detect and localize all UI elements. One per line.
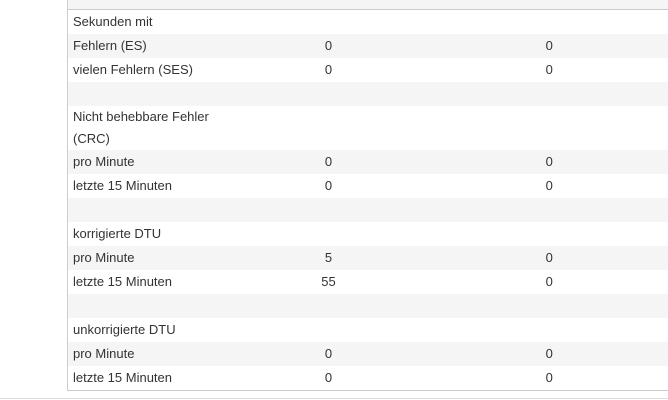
value-other: [420, 318, 668, 342]
divider: [0, 398, 668, 399]
value-current: [237, 106, 421, 150]
row-label: pro Minute: [68, 150, 237, 174]
value-other: 0: [545, 274, 553, 289]
value-current: 0: [236, 150, 421, 174]
table-row: letzte 15 Minuten 55 0: [68, 270, 668, 294]
row-label: [68, 82, 237, 106]
value-current: [236, 82, 421, 106]
spacer-row: [68, 198, 668, 222]
table-row: letzte 15 Minuten 0 0: [68, 366, 668, 390]
table-row: korrigierte DTU: [68, 222, 668, 246]
value-current: [237, 222, 421, 246]
row-label: letzte 15 Minuten: [73, 274, 173, 289]
error-statistics-table: Sekunden mit Fehlern (ES) 0 0 vielen Fehlern…: [68, 10, 668, 390]
table-row: Fehlern (ES) 0 0: [68, 34, 668, 58]
value-other: [420, 198, 668, 222]
value-current: 5: [236, 246, 421, 270]
value-other: 0: [420, 34, 668, 58]
row-label: [68, 198, 237, 222]
value-current: 0: [324, 178, 333, 193]
spacer-row: [68, 294, 668, 318]
value-other: 0: [420, 246, 668, 270]
value-current: 55: [321, 274, 336, 289]
table-row: pro Minute 0 0: [68, 342, 668, 366]
value-other: [420, 106, 668, 150]
value-current: [237, 10, 421, 34]
row-label: letzte 15 Minuten: [73, 178, 173, 193]
table-row: vielen Fehlern (SES) 0 0: [68, 58, 668, 82]
value-other: 0: [545, 62, 553, 77]
statistics-table-container: Sekunden mit Fehlern (ES) 0 0 vielen Fehlern…: [67, 0, 668, 391]
table-row: letzte 15 Minuten 0 0: [68, 174, 668, 198]
row-label: vielen Fehlern (SES): [73, 62, 193, 77]
value-current: 0: [236, 34, 421, 58]
table-row: unkorrigierte DTU: [68, 318, 668, 342]
row-label: Fehlern (ES): [68, 34, 237, 58]
table-row: pro Minute 5 0: [68, 246, 668, 270]
value-current: 0: [236, 342, 421, 366]
row-label: Sekunden mit: [73, 14, 153, 29]
table-row: Sekunden mit: [68, 10, 668, 34]
row-label: unkorrigierte DTU: [73, 322, 176, 337]
value-other: [420, 10, 668, 34]
row-label: korrigierte DTU: [73, 226, 162, 241]
value-other: [420, 82, 668, 106]
value-other: [420, 222, 668, 246]
value-current: [237, 318, 421, 342]
value-current: 0: [324, 62, 333, 77]
value-other: 0: [420, 342, 668, 366]
value-other: 0: [420, 150, 668, 174]
table-row: pro Minute 0 0: [68, 150, 668, 174]
value-current: [236, 294, 421, 318]
row-label: pro Minute: [68, 246, 237, 270]
row-label: letzte 15 Minuten: [73, 370, 173, 385]
table-row: Nicht behebbare Fehler (CRC): [68, 106, 668, 150]
value-other: 0: [545, 370, 553, 385]
row-label: pro Minute: [68, 342, 237, 366]
row-label: [68, 294, 237, 318]
value-other: [420, 294, 668, 318]
value-current: 0: [324, 370, 333, 385]
value-current: [236, 198, 421, 222]
value-other: 0: [545, 178, 553, 193]
spacer-row: [68, 82, 668, 106]
row-label: Nicht behebbare Fehler (CRC): [73, 109, 209, 146]
table-header-strip: [68, 0, 668, 10]
